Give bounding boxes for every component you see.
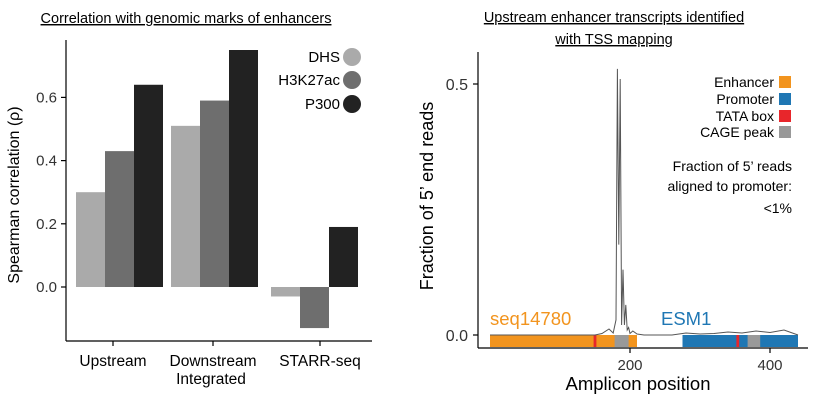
track-cage-peak-4 <box>614 335 629 347</box>
right-legend-label-cage-peak: CAGE peak <box>700 124 775 140</box>
track-tata-box-3 <box>736 335 740 347</box>
bar-p300-0 <box>134 84 163 287</box>
left-legend: DHS H3K27ac P300 <box>278 48 361 113</box>
left-x-tick-label: Upstream <box>79 353 146 370</box>
left-x-tick-label: Downstream <box>170 353 257 370</box>
right-x-ticks: 200 400 <box>617 348 783 374</box>
bar-p300-2 <box>329 226 358 287</box>
right-x-tick-label: 200 <box>617 357 642 374</box>
tss-line <box>490 68 799 336</box>
right-legend-swatch-cage-peak <box>779 126 791 138</box>
right-legend-swatch-tata-box <box>779 110 791 122</box>
right-y-tick-label: 0.0 <box>446 328 468 345</box>
right-panel: Upstream enhancer transcripts identified… <box>417 10 808 394</box>
annotation-line2: aligned to promoter: <box>667 178 792 194</box>
legend-dot-dhs <box>343 48 361 66</box>
left-y-tick-label: 0.4 <box>36 153 57 170</box>
legend-dot-h3k27ac <box>343 71 361 89</box>
track-promoter-1 <box>682 335 798 347</box>
bar-dhs-0 <box>76 192 105 287</box>
right-legend-swatch-enhancer <box>779 76 791 88</box>
bar-dhs-1 <box>171 125 200 287</box>
right-tracks <box>490 335 798 347</box>
legend-dot-p300 <box>343 95 361 113</box>
left-panel-title: Correlation with genomic marks of enhanc… <box>41 11 332 27</box>
annotation-line1: Fraction of 5’ reads <box>673 158 792 174</box>
right-y-tick-label: 0.5 <box>446 77 468 94</box>
legend-label-p300: P300 <box>305 96 340 113</box>
legend-label-dhs: DHS <box>308 49 340 66</box>
gene-label: ESM1 <box>661 308 711 329</box>
left-x-tick-label: STARR-seq <box>279 353 361 370</box>
bar-p300-1 <box>229 50 258 287</box>
annotation-line3: <1% <box>764 200 792 216</box>
track-cage-peak-5 <box>747 335 761 347</box>
bar-h3k27ac-2 <box>300 287 329 329</box>
left-y-tick-label: 0.6 <box>36 89 57 106</box>
right-x-tick-label: 400 <box>757 357 782 374</box>
right-legend-label-tata-box: TATA box <box>716 108 774 124</box>
seq-label: seq14780 <box>490 308 571 329</box>
left-x-tick-label: Integrated <box>176 371 246 388</box>
right-y-ticks: 0.0 0.5 <box>446 77 478 345</box>
right-line-series <box>490 68 799 336</box>
right-y-axis-label: Fraction of 5’ end reads <box>417 102 437 290</box>
right-legend-swatch-promoter <box>779 93 791 105</box>
right-panel-title-line1: Upstream enhancer transcripts identified <box>484 10 744 26</box>
legend-label-h3k27ac: H3K27ac <box>278 72 340 89</box>
bar-h3k27ac-1 <box>200 100 229 287</box>
bar-dhs-2 <box>271 287 300 297</box>
right-panel-title-line2: with TSS mapping <box>554 32 672 48</box>
left-y-tick-label: 0.2 <box>36 216 57 233</box>
bar-h3k27ac-0 <box>105 151 134 287</box>
left-y-tick-label: 0.0 <box>36 279 57 296</box>
track-enhancer-0 <box>490 335 637 347</box>
left-panel: Correlation with genomic marks of enhanc… <box>6 11 372 388</box>
left-bars <box>76 50 358 329</box>
right-legend-label-promoter: Promoter <box>716 91 774 107</box>
right-x-axis-label: Amplicon position <box>566 373 711 394</box>
right-legend-label-enhancer: Enhancer <box>714 74 774 90</box>
left-y-ticks: 0.0 0.2 0.4 0.6 <box>36 89 66 296</box>
track-tata-box-2 <box>593 335 597 347</box>
left-y-axis-label: Spearman correlation (ρ) <box>6 106 23 283</box>
